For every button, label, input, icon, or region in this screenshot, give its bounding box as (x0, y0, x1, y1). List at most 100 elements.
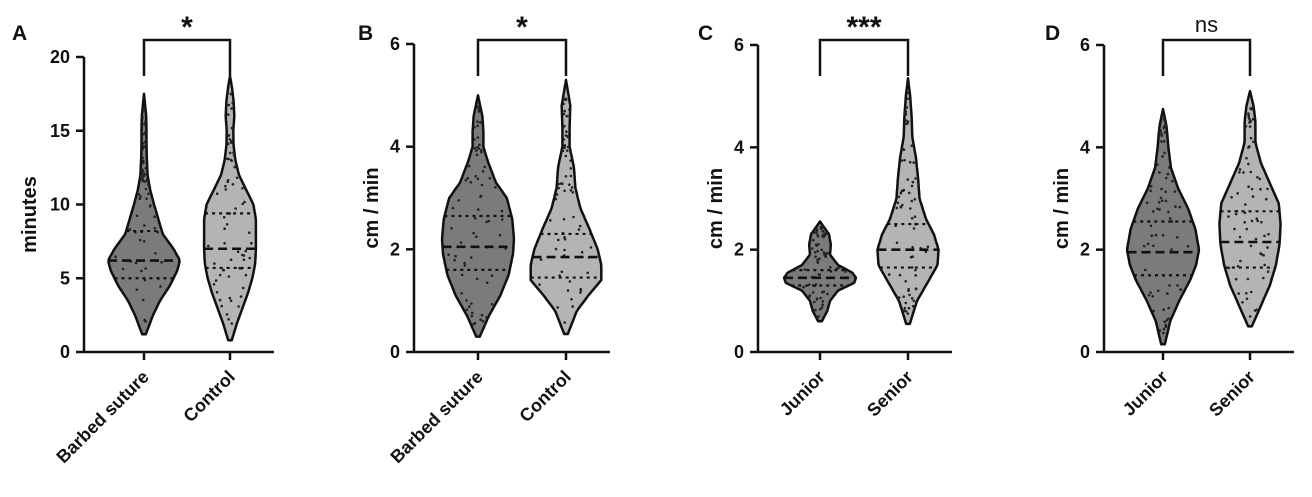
data-point (568, 280, 572, 283)
data-point (485, 281, 489, 285)
data-point (579, 287, 582, 291)
data-point (897, 296, 901, 299)
data-point (1248, 121, 1251, 124)
data-point (498, 233, 502, 237)
data-point (1237, 292, 1240, 295)
data-point (153, 215, 156, 218)
data-point (906, 97, 909, 100)
data-point (563, 321, 566, 324)
data-point (820, 306, 824, 309)
data-point (241, 187, 244, 190)
data-point (141, 298, 145, 302)
data-point (1167, 210, 1170, 214)
data-point (1156, 207, 1159, 211)
data-point (904, 119, 908, 122)
data-point (1239, 259, 1242, 263)
violin-2 (876, 77, 940, 326)
significance-bracket (476, 38, 568, 76)
data-point (1259, 252, 1262, 255)
data-point (222, 215, 226, 219)
data-point (224, 184, 227, 188)
data-point (470, 314, 474, 318)
data-point (906, 91, 909, 95)
data-point (571, 191, 575, 194)
y-axis-title: cm / min (1051, 168, 1073, 249)
data-point (558, 274, 561, 278)
data-point (1154, 233, 1158, 237)
data-point (1160, 140, 1163, 143)
data-point (1260, 220, 1263, 224)
data-point (228, 296, 232, 300)
data-point (475, 277, 479, 281)
y-tick-label: 15 (50, 121, 70, 141)
data-point (1230, 195, 1233, 199)
data-point (821, 303, 824, 307)
data-point (480, 313, 484, 317)
data-point (1156, 289, 1160, 293)
data-point (1263, 234, 1266, 238)
data-point (500, 209, 504, 213)
data-point (567, 145, 570, 149)
data-point (569, 159, 572, 162)
data-point (1243, 221, 1246, 224)
data-point (563, 236, 566, 239)
data-point (1176, 284, 1179, 287)
data-point (1247, 146, 1250, 149)
data-point (1227, 215, 1230, 218)
data-point (1248, 125, 1252, 128)
data-point (142, 173, 145, 177)
y-tick-label: 4 (390, 137, 400, 157)
data-point (899, 205, 903, 209)
data-point (813, 300, 816, 304)
data-point (460, 273, 464, 277)
category-label: Barbed suture (386, 367, 486, 467)
category-label: Barbed suture (52, 367, 152, 467)
data-point (1186, 245, 1190, 248)
data-point (1241, 301, 1244, 304)
data-point (1149, 224, 1153, 228)
data-point (481, 319, 485, 323)
data-point (557, 182, 560, 186)
data-point (465, 299, 468, 302)
data-point (237, 305, 240, 308)
data-point (229, 258, 233, 262)
data-point (564, 134, 568, 137)
data-point (141, 156, 144, 160)
data-point (213, 262, 216, 265)
data-point (900, 159, 904, 162)
significance-bracket (1161, 38, 1252, 76)
data-point (1167, 306, 1170, 310)
data-point (914, 287, 918, 291)
data-point (230, 107, 233, 110)
data-point (907, 191, 911, 195)
data-point (479, 194, 483, 198)
data-point (141, 179, 145, 183)
data-point (902, 188, 906, 192)
significance-bracket (142, 38, 232, 76)
data-point (910, 144, 914, 148)
y-tick-label: 0 (60, 342, 70, 362)
data-point (562, 138, 566, 141)
data-point (914, 274, 917, 277)
data-point (549, 219, 552, 222)
data-point (538, 283, 541, 286)
data-point (826, 292, 829, 296)
data-point (824, 255, 827, 258)
data-point (1159, 130, 1162, 133)
data-point (139, 195, 142, 198)
data-point (1168, 284, 1171, 287)
data-point (476, 124, 480, 128)
data-point (912, 161, 915, 164)
data-point (135, 288, 139, 292)
data-point (566, 149, 569, 152)
data-point (910, 266, 914, 269)
data-point (570, 298, 573, 301)
data-point (227, 142, 230, 146)
data-point (1252, 140, 1255, 144)
data-point (812, 231, 816, 234)
y-tick-label: 2 (1080, 240, 1090, 260)
data-point (564, 154, 568, 158)
data-point (815, 229, 819, 232)
